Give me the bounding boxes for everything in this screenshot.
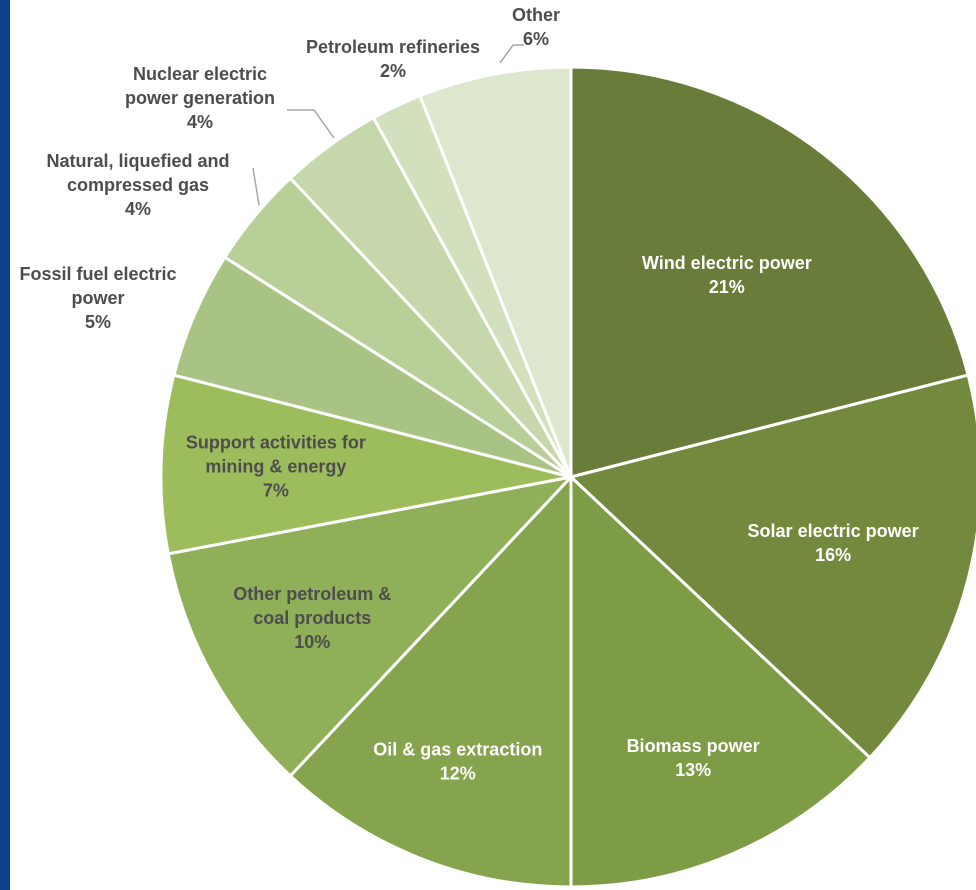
slice-label-line-6-0: Fossil fuel electric <box>19 264 176 284</box>
slice-percent-1: 16% <box>815 545 851 565</box>
pie-slice-3 <box>288 473 573 889</box>
slice-label-10: Other 6% <box>512 5 560 49</box>
slice-label-5: Support activities for mining & energy 7% <box>186 432 366 500</box>
slice-label-line-0-0: Wind electric power <box>642 253 812 273</box>
pie-slice-2 <box>569 473 873 889</box>
pie-slice-0 <box>569 65 970 479</box>
slice-label-6: Fossil fuel electric power 5% <box>19 264 176 332</box>
slice-label-line-4-0: Other petroleum & <box>233 584 391 604</box>
leader-line-10 <box>499 44 524 64</box>
slice-label-line-7-0: Natural, liquefied and <box>46 151 229 171</box>
slice-label-8: Nuclear electric power generation 4% <box>125 64 275 132</box>
slice-label-line-9-0: Petroleum refineries <box>306 37 480 57</box>
slice-label-line-3-0: Oil & gas extraction <box>373 740 542 760</box>
leader-line-7 <box>252 167 260 206</box>
slice-percent-6: 5% <box>85 312 111 332</box>
slice-label-line-4-1: coal products <box>253 608 371 628</box>
slice-label-line-2-0: Biomass power <box>627 736 760 756</box>
slice-label-line-1-0: Solar electric power <box>748 521 919 541</box>
slice-percent-9: 2% <box>380 61 406 81</box>
slice-percent-4: 10% <box>294 632 330 652</box>
slice-percent-8: 4% <box>187 112 213 132</box>
slice-percent-2: 13% <box>675 760 711 780</box>
slice-label-line-7-1: compressed gas <box>67 175 209 195</box>
slice-label-line-8-1: power generation <box>125 88 275 108</box>
leader-line-8 <box>287 109 335 139</box>
slice-percent-0: 21% <box>709 277 745 297</box>
slice-label-9: Petroleum refineries 2% <box>306 37 480 81</box>
slice-label-line-5-1: mining & energy <box>205 456 346 476</box>
slice-label-line-8-0: Nuclear electric <box>133 64 267 84</box>
slice-label-0: Wind electric power 21% <box>642 253 812 297</box>
slice-label-2: Biomass power 13% <box>627 736 760 780</box>
slice-percent-10: 6% <box>523 29 549 49</box>
slice-label-4: Other petroleum & coal products 10% <box>233 584 391 652</box>
pie-slice-1 <box>567 373 976 760</box>
slice-label-line-6-1: power <box>71 288 124 308</box>
pie-slice-10 <box>418 65 573 478</box>
slice-label-7: Natural, liquefied and compressed gas 4% <box>46 151 229 219</box>
pie-slice-4 <box>166 474 576 779</box>
slice-percent-5: 7% <box>263 480 289 500</box>
slice-percent-3: 12% <box>440 764 476 784</box>
slice-percent-7: 4% <box>125 199 151 219</box>
left-accent-bar <box>0 0 10 890</box>
slice-label-line-10-0: Other <box>512 5 560 25</box>
pie-slice-5 <box>159 373 572 556</box>
slice-label-3: Oil & gas extraction 12% <box>373 740 542 784</box>
slice-label-1: Solar electric power 16% <box>748 521 919 565</box>
slice-label-line-5-0: Support activities for <box>186 432 366 452</box>
